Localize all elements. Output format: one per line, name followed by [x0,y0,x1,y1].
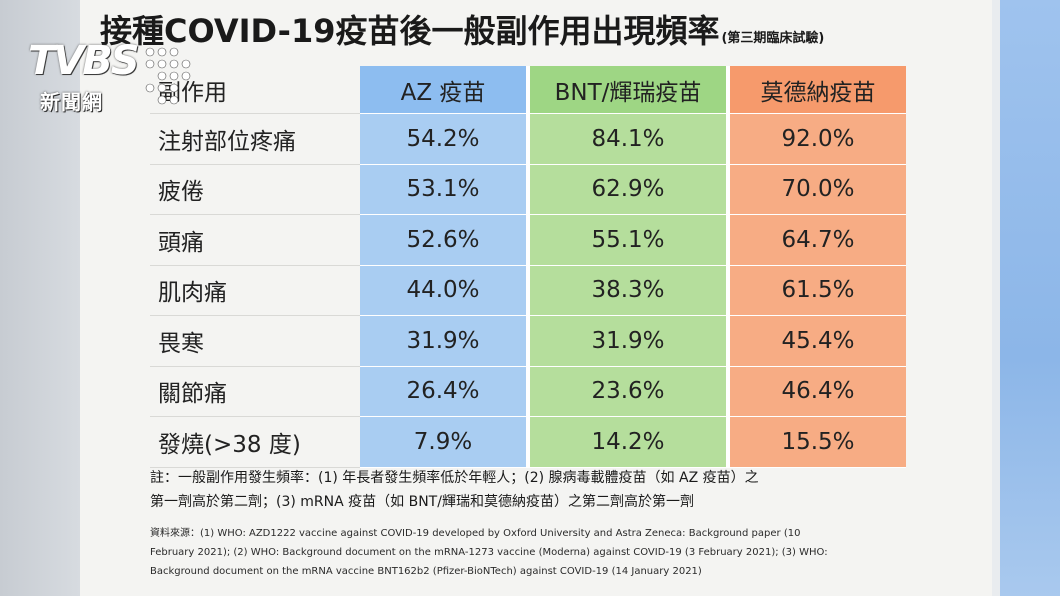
side-effect-table: 副作用 AZ 疫苗 BNT/輝瑞疫苗 莫德納疫苗 注射部位疼痛 54.2% 84… [150,66,906,468]
table-row: 疲倦 53.1% 62.9% 70.0% [150,164,906,215]
moderna-value: 70.0% [728,164,906,215]
bnt-value: 55.1% [528,214,730,266]
logo-brand-text: TVBS [28,38,140,84]
table-row: 發燒(>38 度) 7.9% 14.2% 15.5% [150,416,906,468]
header-bnt: BNT/輝瑞疫苗 [528,66,730,114]
moderna-value: 46.4% [728,366,906,417]
title-sub: (第三期臨床試驗) [721,31,825,46]
az-value: 44.0% [360,265,530,316]
row-label: 畏寒 [150,315,360,367]
bnt-value: 84.1% [528,113,730,165]
row-label: 頭痛 [150,214,360,266]
az-value: 52.6% [360,214,530,266]
bnt-value: 62.9% [528,164,730,215]
table-row: 注射部位疼痛 54.2% 84.1% 92.0% [150,113,906,165]
az-value: 54.2% [360,113,530,165]
footnote-line-2: 第一劑高於第二劑；(3) mRNA 疫苗（如 BNT/輝瑞和莫德納疫苗）之第二劑… [150,494,694,510]
row-label: 注射部位疼痛 [150,113,360,165]
source-line-2: February 2021); (2) WHO: Background docu… [150,547,828,558]
az-value: 7.9% [360,416,530,468]
bnt-value: 31.9% [528,315,730,367]
table-row: 肌肉痛 44.0% 38.3% 61.5% [150,265,906,316]
title-main: 接種COVID-19疫苗後一般副作用出現頻率 [100,12,720,50]
source-citation: 資料來源：(1) WHO: AZD1222 vaccine against CO… [150,524,940,581]
logo-dots-icon [145,47,191,105]
footnote: 註：一般副作用發生頻率：(1) 年長者發生頻率低於年輕人；(2) 腺病毒載體疫苗… [150,466,930,514]
header-moderna: 莫德納疫苗 [728,66,906,114]
table-header-row: 副作用 AZ 疫苗 BNT/輝瑞疫苗 莫德納疫苗 [150,66,906,114]
row-label: 關節痛 [150,366,360,417]
header-az: AZ 疫苗 [360,66,530,114]
moderna-value: 61.5% [728,265,906,316]
logo-caption: 新聞網 [40,90,103,114]
bnt-value: 38.3% [528,265,730,316]
source-line-1: 資料來源：(1) WHO: AZD1222 vaccine against CO… [150,528,801,539]
left-background-band [0,0,80,596]
moderna-value: 15.5% [728,416,906,468]
moderna-value: 64.7% [728,214,906,266]
right-background-band [992,0,1060,596]
page-title: 接種COVID-19疫苗後一般副作用出現頻率 (第三期臨床試驗) [100,6,980,56]
row-label: 疲倦 [150,164,360,215]
bnt-value: 14.2% [528,416,730,468]
az-value: 26.4% [360,366,530,417]
row-label: 發燒(>38 度) [150,416,360,468]
source-line-3: Background document on the mRNA vaccine … [150,566,702,577]
az-value: 53.1% [360,164,530,215]
moderna-value: 45.4% [728,315,906,367]
bnt-value: 23.6% [528,366,730,417]
moderna-value: 92.0% [728,113,906,165]
footnote-line-1: 註：一般副作用發生頻率：(1) 年長者發生頻率低於年輕人；(2) 腺病毒載體疫苗… [150,470,759,486]
table-row: 畏寒 31.9% 31.9% 45.4% [150,315,906,367]
az-value: 31.9% [360,315,530,367]
table-row: 關節痛 26.4% 23.6% 46.4% [150,366,906,417]
table-row: 頭痛 52.6% 55.1% 64.7% [150,214,906,266]
row-label: 肌肉痛 [150,265,360,316]
tvbs-watermark-logo: TVBS 新聞網 [28,38,191,118]
